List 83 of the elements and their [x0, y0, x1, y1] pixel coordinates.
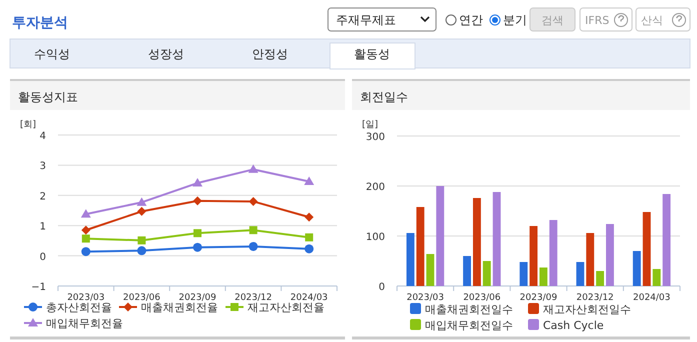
bar [520, 262, 528, 286]
y-axis-title: [회] [20, 120, 36, 130]
bar [472, 198, 481, 286]
bar [426, 254, 434, 286]
chart-title: 회전일수 [360, 90, 408, 104]
text: 안정성 [252, 47, 288, 61]
text: 분기 [503, 13, 527, 27]
bar [606, 224, 614, 286]
point [137, 246, 146, 256]
point [249, 226, 258, 234]
point [82, 234, 90, 243]
point [137, 206, 146, 216]
bar [576, 262, 584, 286]
bar [482, 261, 491, 286]
bar [463, 256, 472, 286]
point [304, 176, 314, 186]
x-tick-label: 2023/06 [123, 293, 161, 303]
y-tick-label: 300 [366, 132, 385, 143]
x-tick-label: 2024/03 [290, 293, 328, 303]
bar [586, 233, 594, 286]
bar [642, 212, 651, 286]
legend-label: 총자산회전율 [46, 301, 112, 314]
bar [549, 220, 558, 286]
bar [530, 226, 538, 286]
text: IFRS [585, 14, 610, 27]
point [305, 233, 314, 242]
text: 성장성 [148, 47, 184, 61]
point [80, 209, 91, 218]
legend-label: 매출채권회전율 [141, 301, 218, 314]
y-tick-label: 3 [40, 161, 46, 172]
point [248, 196, 258, 206]
legend-label: 매입채무회전일수 [425, 319, 513, 332]
bar [436, 186, 444, 286]
text: 활동성 [354, 47, 390, 61]
point [81, 247, 90, 256]
point [136, 197, 147, 206]
legend-label: Cash Cycle [543, 319, 604, 332]
y-tick-label: −1 [31, 282, 46, 293]
point [304, 212, 314, 222]
bar [492, 192, 501, 286]
point [248, 164, 258, 173]
x-tick-label: 2023/09 [178, 293, 216, 303]
x-tick-label: 2023/03 [67, 293, 105, 303]
y-tick-label: 1 [40, 222, 46, 233]
legend-label: 재고자산회전일수 [543, 303, 631, 316]
text: 검색 [542, 14, 564, 27]
y-tick-label: 2 [40, 191, 46, 202]
bar [539, 268, 548, 286]
point [304, 244, 314, 254]
y-axis-title: [일] [362, 120, 378, 130]
text: 주재무제표 [336, 13, 396, 27]
legend-label: 재고자산회전율 [248, 301, 324, 314]
x-tick-label: 2024/03 [633, 293, 670, 303]
y-tick-label: 0 [378, 282, 385, 293]
text: 투자분석 [12, 15, 68, 31]
bar [662, 194, 671, 286]
x-tick-label: 2023/06 [463, 293, 501, 303]
text: 수익성 [34, 47, 70, 61]
bar [406, 233, 414, 286]
y-tick-label: 0 [40, 252, 46, 263]
x-tick-label: 2023/03 [406, 293, 444, 303]
point [192, 178, 202, 187]
bar [652, 269, 661, 286]
x-tick-label: 2023/12 [234, 293, 272, 303]
point [194, 229, 202, 238]
text: 산식 [641, 14, 663, 27]
y-tick-label: 200 [366, 182, 385, 193]
point [138, 236, 146, 244]
bar [596, 271, 604, 286]
legend-label: 매출채권회전일수 [425, 303, 513, 316]
y-tick-label: 4 [40, 131, 46, 142]
y-tick-label: 100 [366, 232, 385, 243]
point [193, 196, 202, 206]
point [81, 226, 90, 235]
point [248, 242, 258, 251]
chart-title: 활동성지표 [18, 90, 78, 104]
bar [632, 251, 641, 286]
x-tick-label: 2023/09 [520, 293, 558, 303]
text: 연간 [459, 13, 483, 27]
x-tick-label: 2023/12 [576, 293, 614, 303]
point [193, 242, 202, 252]
bar [416, 207, 424, 286]
legend-label: 매입채무회전율 [46, 317, 123, 330]
